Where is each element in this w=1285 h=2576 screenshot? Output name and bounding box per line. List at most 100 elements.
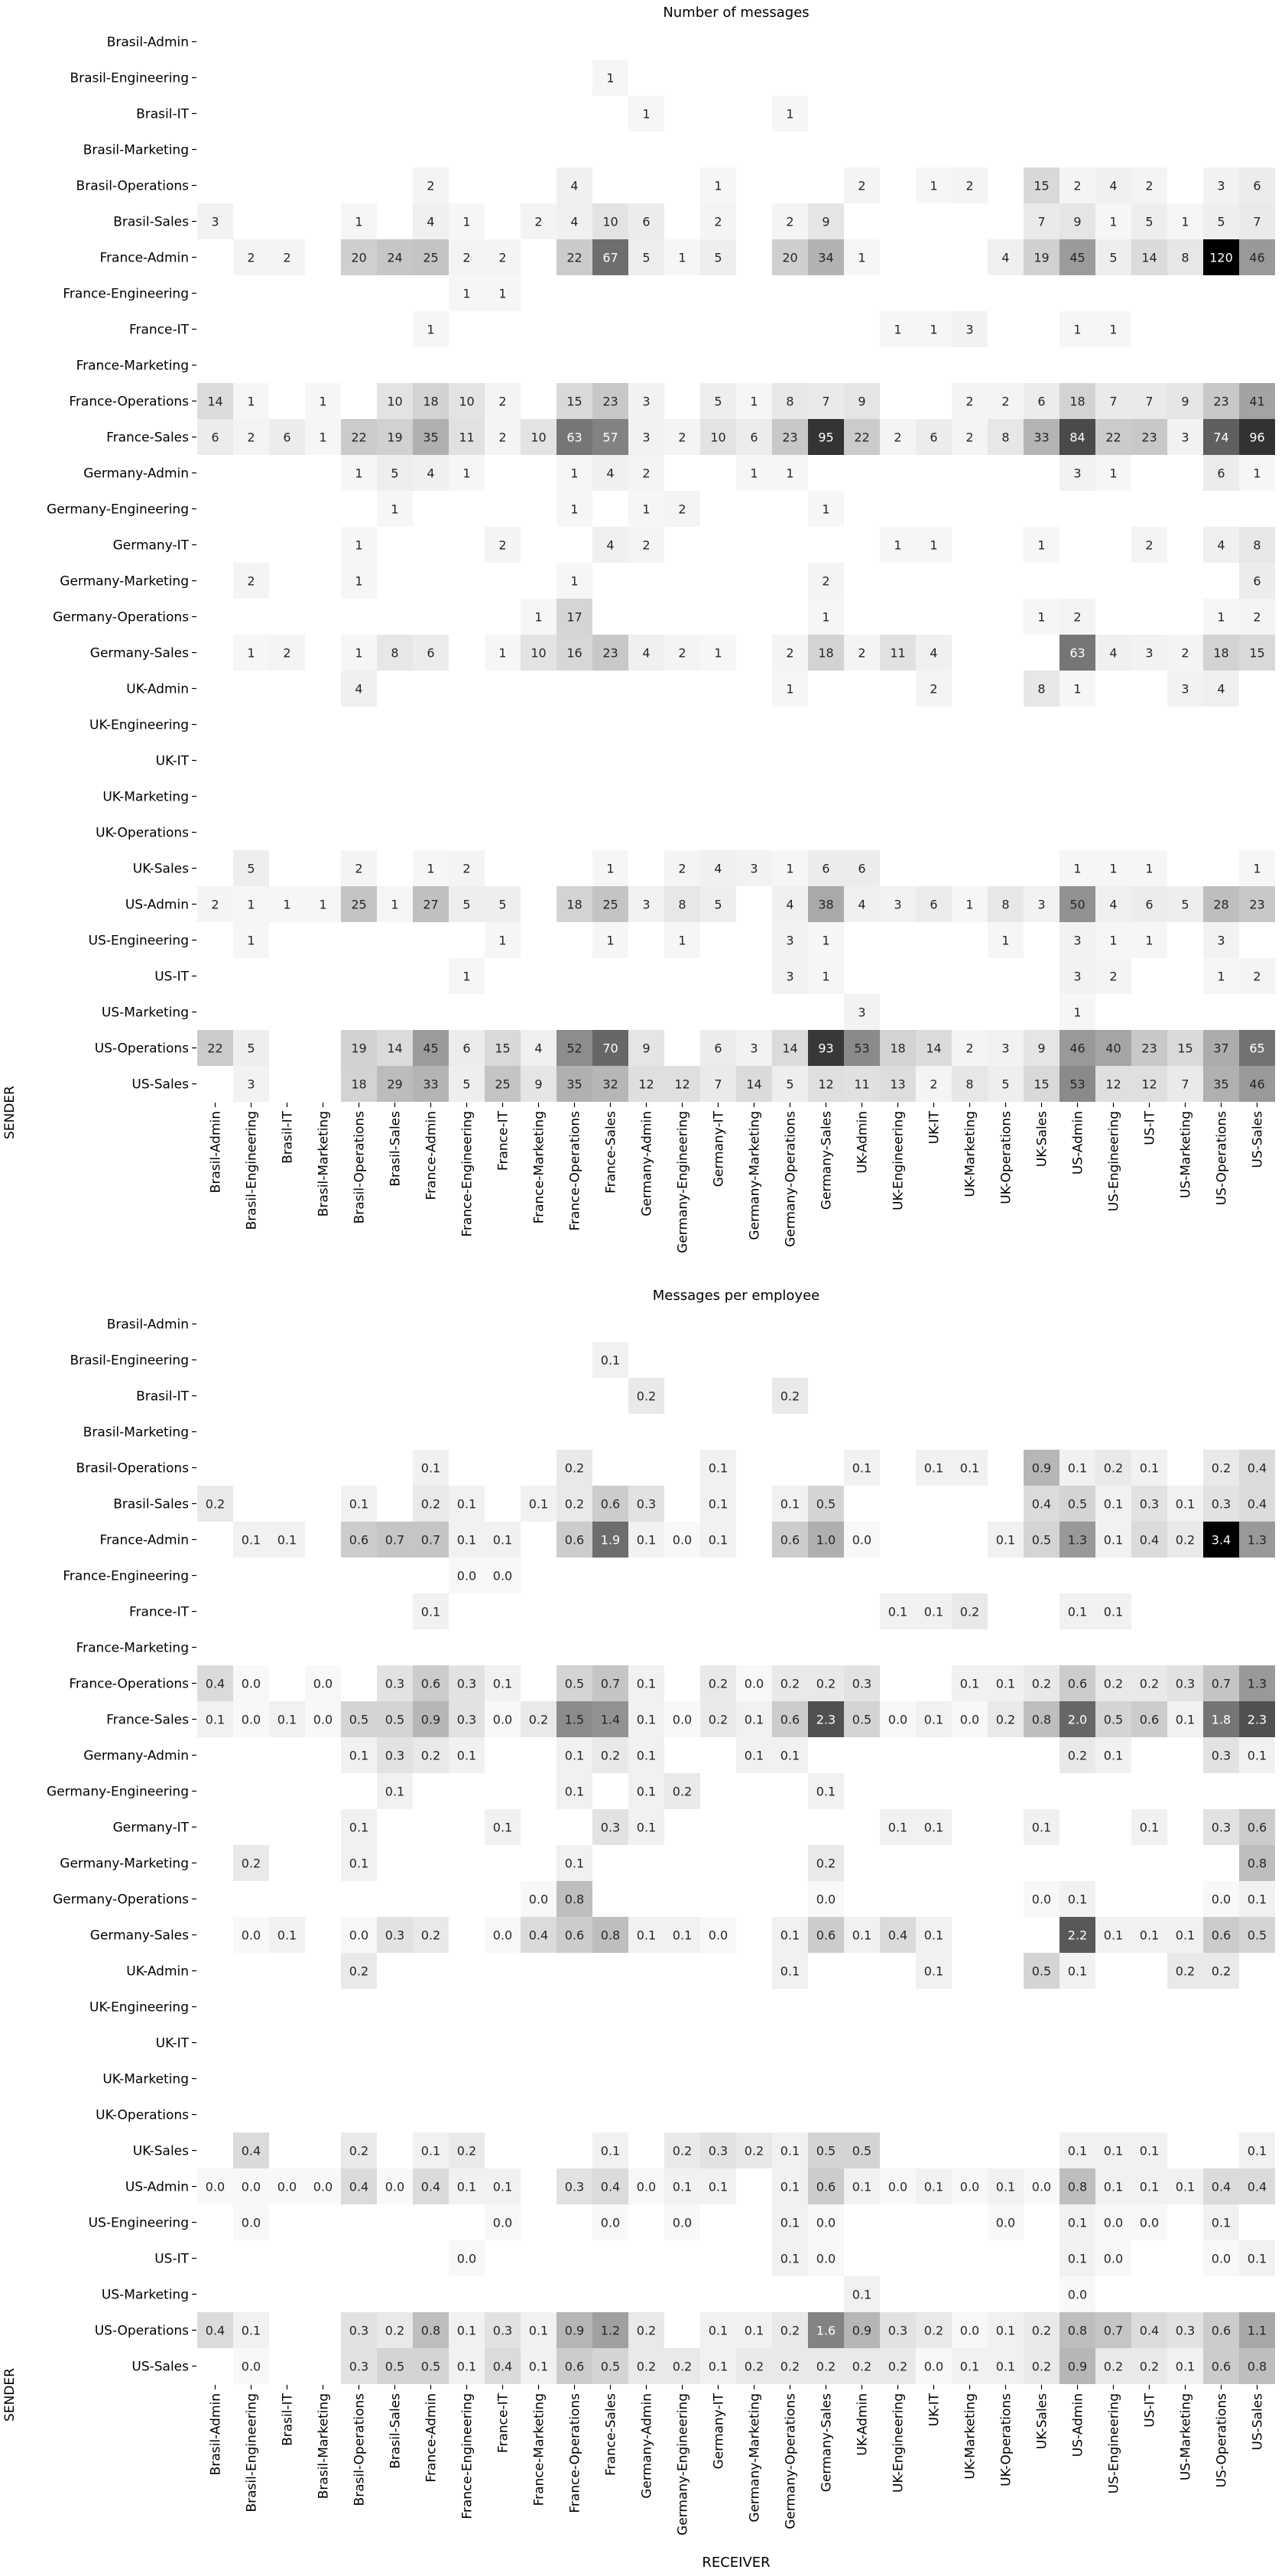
heatmap-cell: [592, 239, 628, 275]
col-tick-label: Brasil-Engineering: [245, 2393, 260, 2513]
cell-value-label: 0.2: [421, 1928, 440, 1943]
heatmap-cell: [341, 671, 377, 707]
heatmap-cell: [1095, 203, 1131, 239]
heatmap-cell: [772, 1665, 808, 1701]
heatmap-cell: [1059, 958, 1095, 994]
cell-value-label: 1: [355, 574, 362, 589]
heatmap-cell: [1203, 1522, 1239, 1558]
cell-value-label: 11: [854, 1077, 869, 1092]
cell-value-label: 1: [786, 466, 793, 481]
col-tick-label: Germany-Marketing: [748, 2393, 763, 2522]
cell-value-label: 1: [930, 538, 937, 553]
heatmap-cell: [449, 850, 485, 886]
cell-value-label: 3: [1073, 934, 1081, 948]
cell-value-label: 0.8: [565, 1892, 584, 1907]
heatmap-cell: [808, 599, 844, 635]
heatmap-cell: [557, 1450, 592, 1486]
row-tick-label: US-Operations: [95, 1041, 189, 1057]
heatmap-cell: [1131, 419, 1167, 455]
heatmap-cell: [521, 1486, 557, 1522]
heatmap-cell: [341, 2133, 377, 2168]
col-tick-label: UK-Admin: [855, 2393, 871, 2456]
cell-value-label: 0.2: [745, 2144, 764, 2159]
heatmap-cell: [449, 239, 485, 275]
col-tick-label: France-Engineering: [460, 2393, 475, 2519]
heatmap-cell: [1203, 958, 1239, 994]
heatmap-cell: [1203, 2240, 1239, 2276]
heatmap-cell: [1239, 1066, 1275, 1102]
heatmap-cell: [341, 1030, 377, 1066]
heatmap-cell: [844, 383, 880, 419]
heatmap-cell: [1095, 1522, 1131, 1558]
row-tick-label: UK-Admin: [126, 682, 189, 697]
heatmap-cell: [664, 491, 700, 527]
cell-value-label: 4: [1001, 251, 1009, 265]
heatmap-cell: [1203, 1881, 1239, 1917]
heatmap-cell: [700, 1665, 736, 1701]
cell-value-label: 0.0: [242, 1677, 261, 1691]
heatmap-cell: [341, 2312, 377, 2348]
heatmap-cell: [233, 886, 269, 922]
y-axis-label: SENDER: [2, 2368, 18, 2422]
row-tick-label: Germany-Engineering: [47, 502, 189, 518]
heatmap-cell: [449, 2312, 485, 2348]
heatmap-cell: [197, 203, 233, 239]
heatmap-cell: [700, 1450, 736, 1486]
heatmap-cell: [700, 1701, 736, 1737]
heatmap-cell: [772, 671, 808, 707]
heatmap-cell: [592, 527, 628, 563]
heatmap-cell: [880, 1701, 916, 1737]
cell-value-label: 0.3: [565, 2180, 584, 2194]
heatmap-cell: [880, 2168, 916, 2204]
cell-value-label: 0.0: [493, 1713, 512, 1727]
heatmap-cell: [1239, 2133, 1275, 2168]
cell-value-label: 23: [1141, 430, 1157, 445]
cell-value-label: 0.8: [1068, 2180, 1087, 2194]
row-tick-label: Brasil-Sales: [113, 215, 189, 230]
heatmap-cell: [1203, 886, 1239, 922]
heatmap-cell: [1239, 1450, 1275, 1486]
heatmap-cell: [772, 383, 808, 419]
heatmap-cell: [916, 2312, 952, 2348]
heatmap-cell: [521, 2348, 557, 2384]
heatmap-cell: [808, 958, 844, 994]
cell-value-label: 0.3: [1212, 1821, 1231, 1835]
cell-value-label: 41: [1249, 395, 1264, 409]
heatmap-cell: [916, 2348, 952, 2384]
cell-value-label: 6: [283, 430, 290, 445]
heatmap-cell: [1167, 1953, 1203, 1989]
cell-value-label: 9: [1037, 1041, 1045, 1056]
heatmap-cell: [557, 1917, 592, 1953]
heatmap-cell: [808, 203, 844, 239]
heatmap-cell: [1239, 1665, 1275, 1701]
cell-value-label: 0.1: [1104, 1928, 1123, 1943]
cell-value-label: 70: [602, 1041, 618, 1056]
cell-value-label: 3: [1073, 970, 1081, 984]
heatmap-cell: [952, 1030, 988, 1066]
cell-value-label: 19: [1034, 251, 1049, 265]
cell-value-label: 0.4: [421, 2180, 440, 2194]
heatmap-cell: [772, 1701, 808, 1737]
cell-value-label: 0.7: [1212, 1677, 1231, 1691]
heatmap-cell: [1095, 2168, 1131, 2204]
heatmap-cell: [557, 1773, 592, 1809]
cell-value-label: 6: [822, 862, 829, 876]
cell-value-label: 0.2: [816, 1677, 836, 1691]
heatmap-cell: [952, 1665, 988, 1701]
heatmap-cell: [880, 635, 916, 671]
heatmap-cell: [1095, 1593, 1131, 1629]
heatmap-cell: [449, 1486, 485, 1522]
cell-value-label: 1: [1073, 1005, 1081, 1020]
cell-value-label: 0.2: [1032, 1677, 1051, 1691]
cell-value-label: 0.1: [493, 1821, 512, 1835]
heatmap-cell: [449, 2133, 485, 2168]
heatmap-cell: [1131, 2348, 1167, 2384]
heatmap-cell: [628, 2348, 664, 2384]
cell-value-label: 1.3: [1248, 1533, 1267, 1548]
cell-value-label: 0.5: [349, 1713, 368, 1727]
cell-value-label: 5: [391, 466, 398, 481]
col-tick-label: Brasil-IT: [281, 1110, 296, 1164]
cell-value-label: 2: [678, 646, 686, 661]
cell-value-label: 4: [1109, 179, 1117, 193]
heatmap-cell: [485, 1030, 521, 1066]
